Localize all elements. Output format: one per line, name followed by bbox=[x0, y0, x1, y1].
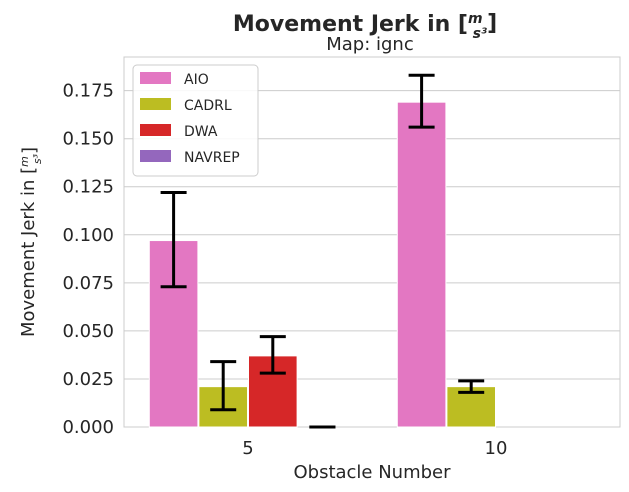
error-bar-dwa-5 bbox=[259, 335, 286, 375]
bars bbox=[148, 101, 496, 428]
error-bar-cadrl-10 bbox=[458, 379, 485, 394]
x-tick-label: 10 bbox=[485, 438, 508, 459]
y-axis-ticks: 0.000 0.025 0.050 0.075 0.100 0.125 0.150 0.175 bbox=[62, 81, 114, 438]
y-tick-label: 0.175 bbox=[62, 81, 114, 102]
legend-swatch-cadrl bbox=[140, 98, 171, 110]
y-axis-label: Movement Jerk in [ms³] bbox=[18, 147, 44, 337]
legend-swatch-navrep bbox=[140, 150, 171, 162]
legend-box bbox=[132, 64, 259, 177]
legend-label-aio: AIO bbox=[184, 72, 209, 88]
error-bar-cadrl-5 bbox=[210, 360, 237, 412]
y-tick-label: 0.025 bbox=[62, 369, 114, 390]
legend-label-dwa: DWA bbox=[184, 124, 218, 140]
legend: AIO CADRL DWA NAVREP bbox=[132, 64, 259, 177]
y-tick-label: 0.075 bbox=[62, 273, 114, 294]
y-tick-label: 0.150 bbox=[62, 129, 114, 150]
legend-label-cadrl: CADRL bbox=[184, 98, 232, 114]
y-tick-label: 0.100 bbox=[62, 225, 114, 246]
y-tick-label: 0.125 bbox=[62, 177, 114, 198]
error-bar-aio-5 bbox=[160, 191, 187, 289]
x-tick-label: 5 bbox=[242, 438, 253, 459]
y-tick-label: 0.000 bbox=[62, 417, 114, 438]
error-bars bbox=[160, 73, 485, 429]
grid-lines bbox=[124, 90, 620, 380]
legend-label-navrep: NAVREP bbox=[184, 150, 240, 166]
y-tick-label: 0.050 bbox=[62, 321, 114, 342]
legend-swatch-dwa bbox=[140, 124, 171, 136]
x-axis-label: Obstacle Number bbox=[293, 462, 451, 483]
error-bar-aio-10 bbox=[408, 73, 435, 129]
bar-aio-10 bbox=[396, 101, 447, 428]
x-axis-ticks: 5 10 bbox=[242, 438, 507, 459]
chart-subtitle: Map: ignc bbox=[326, 34, 414, 55]
plot-area bbox=[123, 56, 621, 428]
chart-title: Movement Jerk in [m s³] bbox=[233, 11, 497, 42]
legend-swatch-aio bbox=[140, 72, 171, 84]
